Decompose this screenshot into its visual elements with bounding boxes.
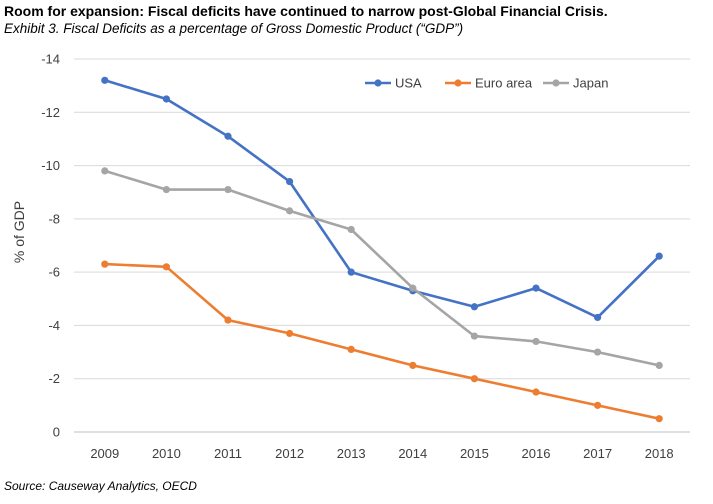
data-point-euro-area: [101, 260, 109, 268]
x-axis-ticks: 2009 2010 2011 2012 2013 2014 2015 2016 2017 2018: [90, 446, 673, 461]
x-tick-label: 2010: [152, 446, 181, 461]
legend-label: Euro area: [475, 76, 533, 91]
data-point-usa: [470, 303, 478, 311]
data-point-japan: [655, 361, 663, 369]
data-point-euro-area: [594, 401, 602, 409]
data-point-japan: [224, 185, 232, 194]
legend-marker: [454, 79, 462, 87]
data-point-usa: [286, 177, 294, 186]
x-tick-label: 2015: [460, 446, 489, 461]
legend-label: USA: [395, 76, 422, 91]
data-point-euro-area: [162, 263, 170, 271]
x-tick-label: 2016: [522, 446, 551, 461]
x-tick-label: 2014: [398, 446, 427, 461]
legend-item-euro-area: Euro area: [445, 76, 533, 91]
data-point-euro-area: [286, 329, 294, 338]
x-tick-label: 2012: [275, 446, 304, 461]
y-tick-label: -14: [41, 52, 60, 67]
data-point-japan: [101, 167, 109, 175]
series-line-euro-area: [103, 262, 661, 421]
data-point-euro-area: [655, 415, 663, 423]
series-japan: [101, 167, 663, 369]
y-tick-label: -12: [41, 105, 60, 120]
legend-item-usa: USA: [365, 76, 422, 91]
x-tick-label: 2013: [337, 446, 366, 461]
data-point-japan: [162, 185, 170, 194]
x-tick-label: 2018: [645, 446, 674, 461]
data-point-usa: [224, 132, 232, 140]
y-axis-label: % of GDP: [11, 201, 27, 263]
x-tick-label: 2017: [583, 446, 612, 461]
data-point-japan: [286, 207, 294, 215]
data-point-usa: [532, 284, 540, 292]
data-point-japan: [594, 348, 602, 356]
legend-marker: [552, 79, 560, 87]
y-tick-label: -2: [48, 371, 60, 386]
legend-marker: [374, 79, 382, 87]
y-axis-ticks: -14 -12 -10 -8 -6 -4 -2 0: [41, 52, 60, 440]
y-tick-label: -4: [48, 318, 60, 333]
data-point-euro-area: [409, 361, 417, 369]
data-point-euro-area: [470, 375, 478, 383]
y-tick-label: 0: [53, 425, 60, 440]
legend: USA Euro area Japan: [365, 76, 608, 91]
chart-subtitle: Exhibit 3. Fiscal Deficits as a percenta…: [4, 21, 464, 36]
data-point-usa: [594, 313, 602, 322]
legend-label: Japan: [573, 76, 608, 91]
data-point-euro-area: [532, 388, 540, 396]
legend-item-japan: Japan: [543, 76, 608, 91]
data-point-japan: [347, 225, 355, 234]
y-tick-label: -10: [41, 158, 60, 173]
data-point-usa: [101, 76, 109, 84]
data-point-euro-area: [224, 316, 232, 324]
x-tick-label: 2011: [214, 446, 242, 461]
data-point-usa: [347, 268, 355, 276]
data-point-euro-area: [347, 345, 355, 354]
series-lines: [101, 76, 663, 423]
series-euro-area: [101, 260, 663, 423]
data-point-usa: [162, 95, 170, 103]
data-point-japan: [532, 337, 540, 346]
data-point-usa: [655, 252, 663, 260]
data-point-japan: [409, 284, 417, 292]
series-usa: [101, 76, 663, 322]
x-tick-label: 2009: [90, 446, 119, 461]
gridlines: [74, 58, 690, 433]
y-tick-label: -8: [48, 211, 60, 226]
chart-title: Room for expansion: Fiscal deficits have…: [4, 3, 608, 19]
source-note: Source: Causeway Analytics, OECD: [4, 479, 197, 493]
y-tick-label: -6: [48, 265, 60, 280]
data-point-japan: [470, 332, 478, 340]
series-line-usa: [103, 79, 661, 319]
series-line-japan: [103, 169, 661, 367]
